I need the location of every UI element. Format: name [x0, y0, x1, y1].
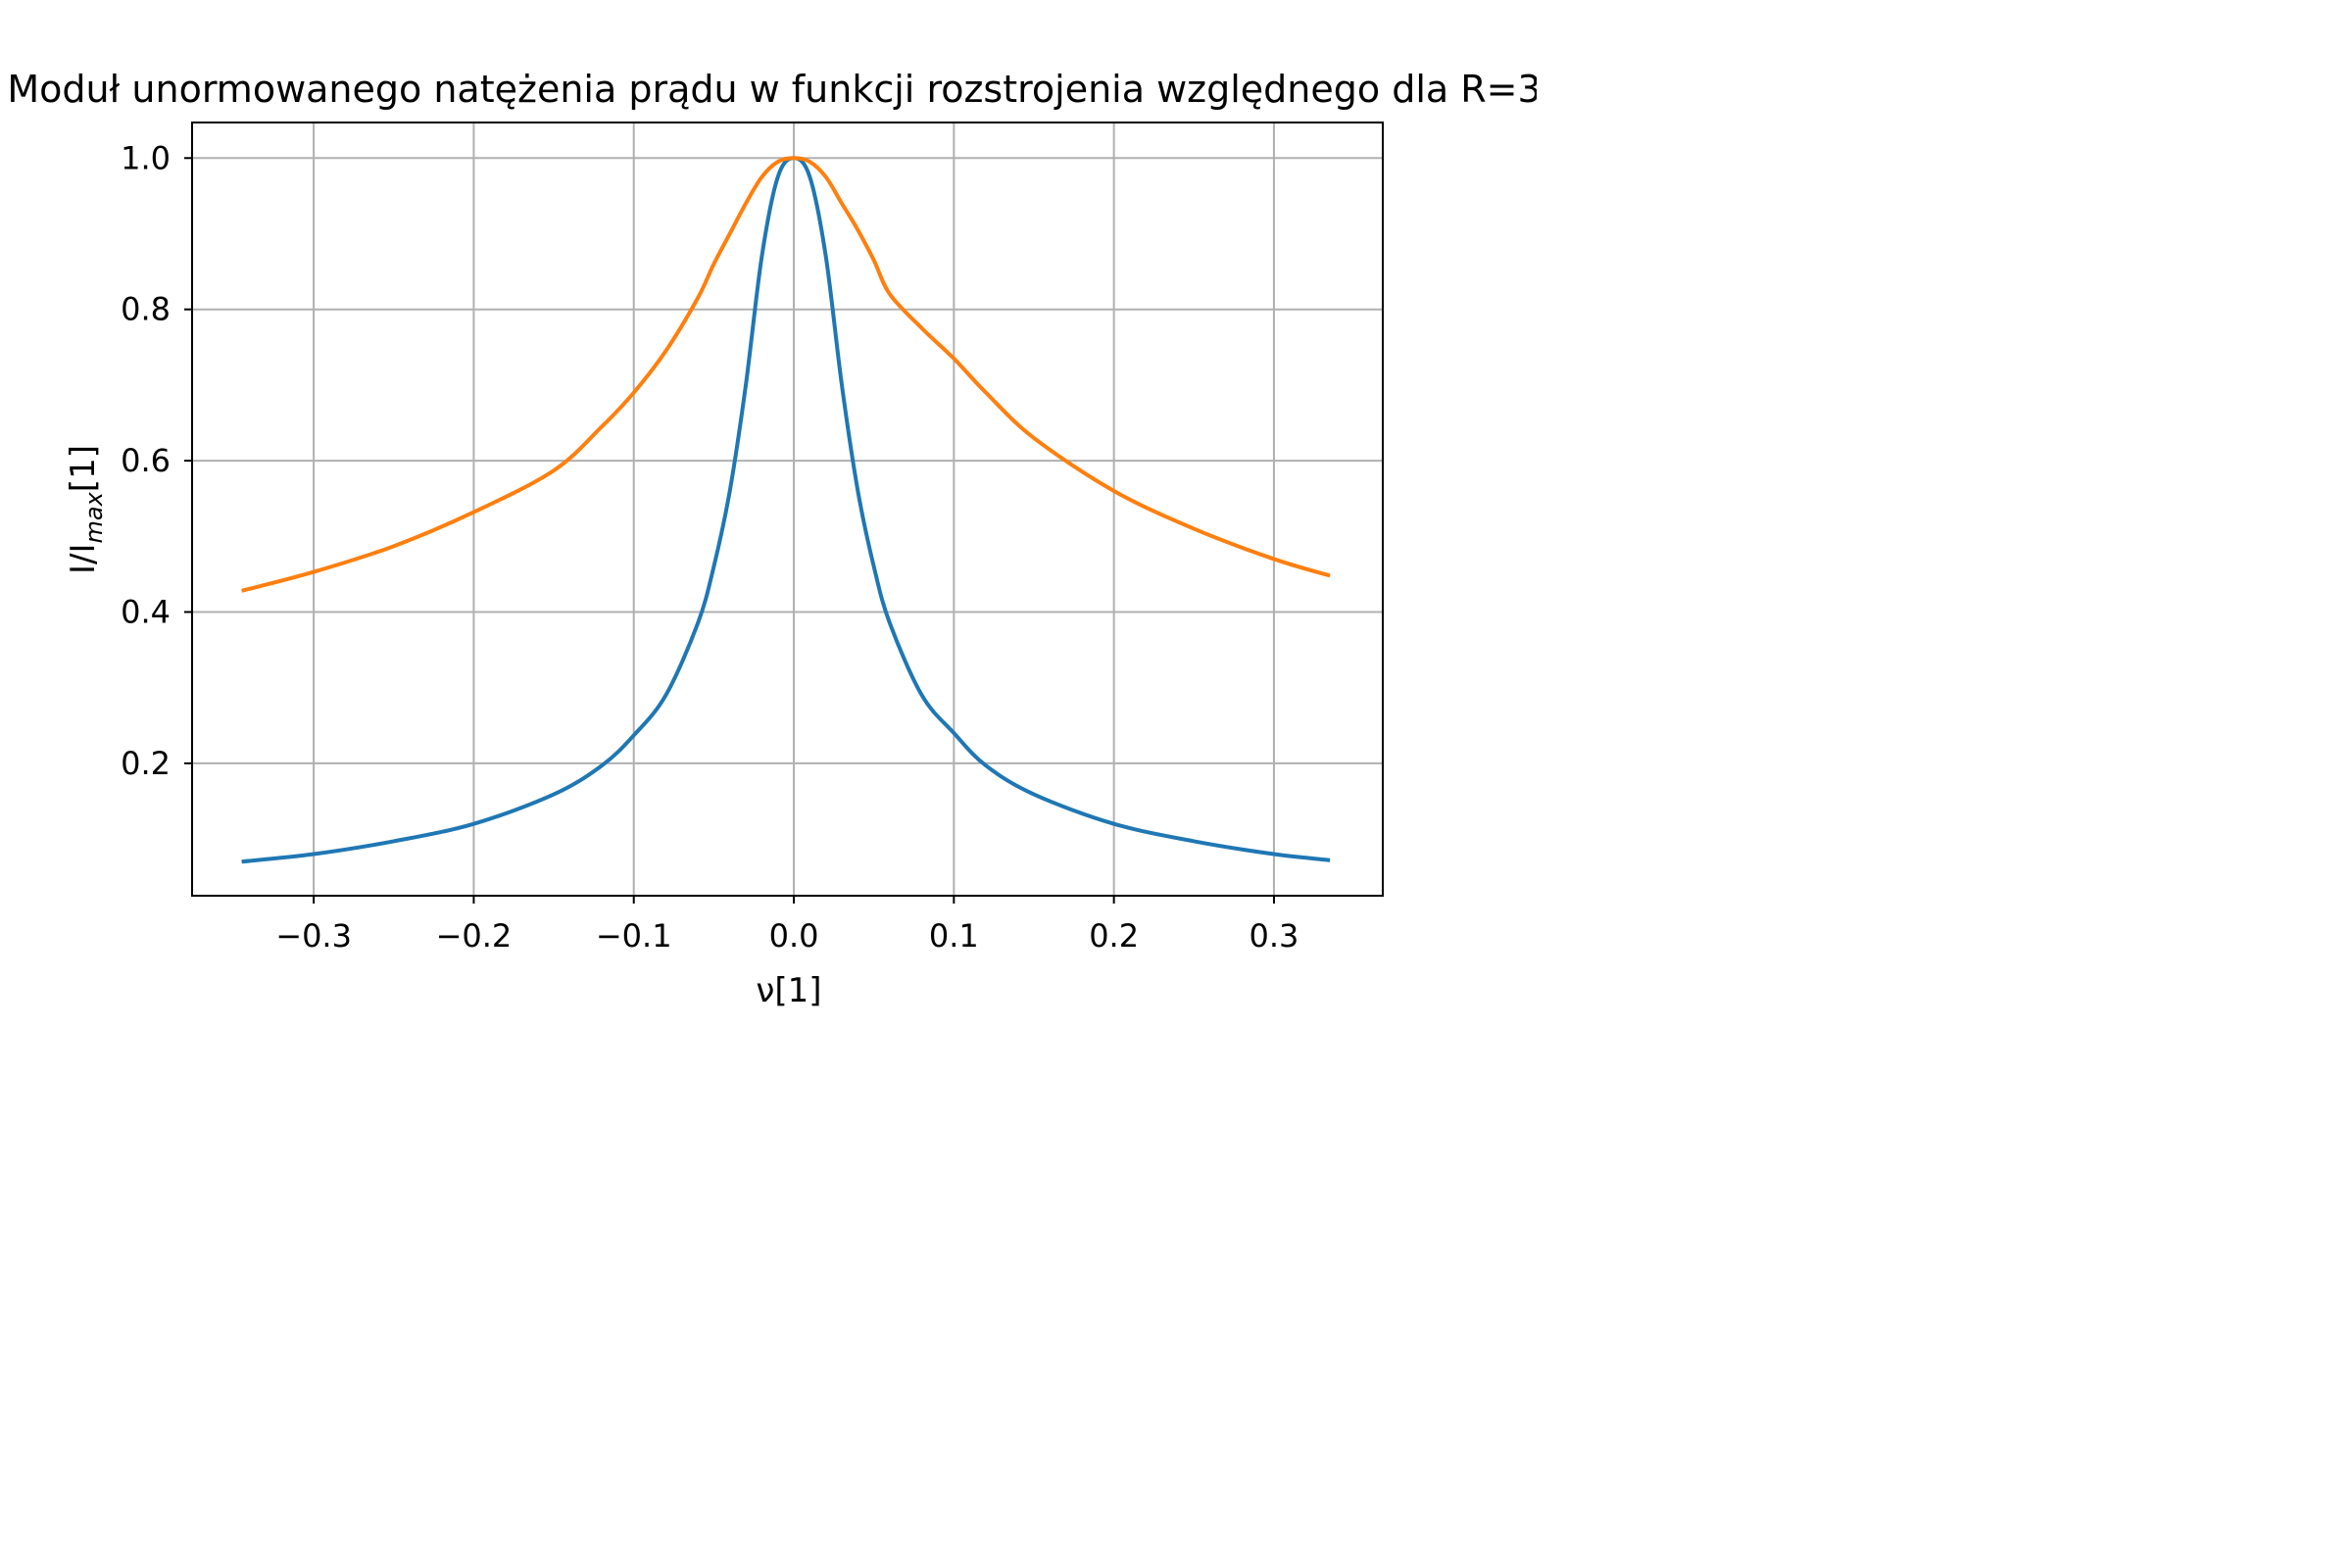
- chart: Moduł unormowanego natężenia prądu w fun…: [7, 68, 1537, 1010]
- y-axis-label-subscript: max: [80, 491, 108, 543]
- x-tick-label: −0.3: [275, 917, 352, 955]
- x-axis-label: ν[1]: [756, 971, 821, 1010]
- grid: [192, 122, 1383, 896]
- y-tick-label: 1.0: [121, 139, 171, 176]
- y-tick-label: 0.8: [121, 291, 171, 328]
- y-axis: 0.2 0.4 0.6 0.8 1.0: [121, 139, 192, 782]
- series-layer: [241, 156, 1331, 864]
- series-line-wide: [241, 156, 1331, 593]
- x-tick-label: 0.2: [1089, 917, 1139, 955]
- y-tick-label: 0.6: [121, 442, 171, 479]
- x-tick-label: 0.3: [1250, 917, 1299, 955]
- y-tick-label: 0.4: [121, 593, 171, 630]
- y-axis-label-suffix: [1]: [64, 445, 103, 492]
- y-axis-label-main: I/I: [64, 543, 103, 574]
- y-axis-label: I/Imax[1]: [64, 445, 108, 574]
- plot-frame: [191, 122, 1384, 897]
- x-tick-label: 0.0: [769, 917, 819, 955]
- x-tick-label: −0.2: [436, 917, 513, 955]
- x-tick-label: −0.1: [596, 917, 672, 955]
- x-tick-label: 0.1: [929, 917, 979, 955]
- y-tick-label: 0.2: [121, 745, 171, 782]
- series-line-narrow: [241, 156, 1331, 864]
- x-axis: −0.3 −0.2 −0.1 0.0 0.1 0.2 0.3: [275, 896, 1298, 955]
- chart-title: Moduł unormowanego natężenia prądu w fun…: [7, 68, 1537, 111]
